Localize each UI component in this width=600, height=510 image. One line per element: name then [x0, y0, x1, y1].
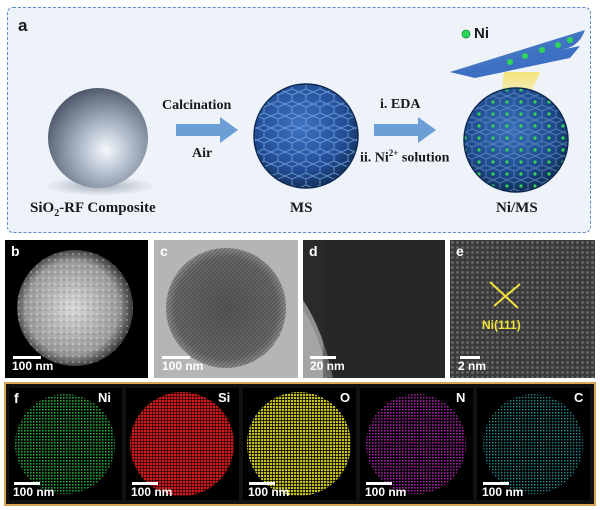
nims-sphere [463, 87, 569, 193]
eds-map-si [126, 388, 239, 500]
eds-map-o [243, 388, 356, 500]
panel-label-b: b [11, 243, 20, 259]
eds-label-ni: Ni [98, 390, 111, 405]
scale-text-f-si: 100 nm [131, 485, 173, 499]
label-ms: MS [290, 200, 313, 216]
panel-label-a: a [18, 16, 28, 35]
scale-text-c: 100 nm [162, 359, 204, 373]
scalebar-f-c [483, 482, 509, 485]
eds-label-o: O [340, 390, 351, 405]
eds-label-n: N [456, 390, 466, 405]
panel-label-d: d [309, 243, 318, 259]
panel-label-e: e [456, 243, 464, 259]
label-nims: Ni/MS [496, 200, 538, 216]
scale-text-e: 2 nm [458, 359, 487, 373]
scale-text-d: 20 nm [310, 359, 345, 373]
arrow-ni-loading [374, 117, 436, 143]
eds-map-ni [9, 388, 122, 500]
step1-top-label: Calcination [162, 98, 232, 113]
scalebar-c [162, 356, 190, 359]
scale-text-f-o: 100 nm [248, 485, 290, 499]
eds-label-c: C [574, 390, 584, 405]
eds-label-si: Si [218, 390, 231, 405]
lattice-annotation: Ni(111) [482, 318, 521, 332]
scalebar-f-n [366, 482, 392, 485]
scalebar-f-o [249, 482, 275, 485]
scalebar-b [13, 356, 41, 359]
scale-text-f-c: 100 nm [482, 485, 524, 499]
scalebar-e [460, 356, 480, 359]
scale-text-f-ni: 100 nm [13, 485, 55, 499]
eds-map-c [477, 388, 590, 500]
step2-top-label: i. EDA [380, 97, 421, 112]
scalebar-f-si [132, 482, 158, 485]
micrograph-e [450, 240, 595, 378]
ms-sphere [253, 83, 359, 189]
step2-bottom-label: ii. Ni2+ solution [360, 148, 450, 166]
panel-label-c: c [160, 243, 168, 259]
scale-text-f-n: 100 nm [365, 485, 407, 499]
scalebar-f-ni [14, 482, 40, 485]
panel-label-f: f [14, 390, 19, 406]
legend-ni-label: Ni [474, 25, 489, 42]
eds-map-n [360, 388, 473, 500]
step1-bottom-label: Air [192, 146, 213, 161]
micrograph-d [303, 240, 445, 378]
label-composite: SiO2-RF Composite [30, 200, 156, 219]
scale-text-b: 100 nm [12, 359, 54, 373]
micrograph-c [154, 240, 298, 378]
composite-sphere [44, 88, 156, 196]
micrograph-b [5, 240, 148, 378]
arrow-calcination [176, 117, 238, 143]
scalebar-d [310, 356, 336, 359]
